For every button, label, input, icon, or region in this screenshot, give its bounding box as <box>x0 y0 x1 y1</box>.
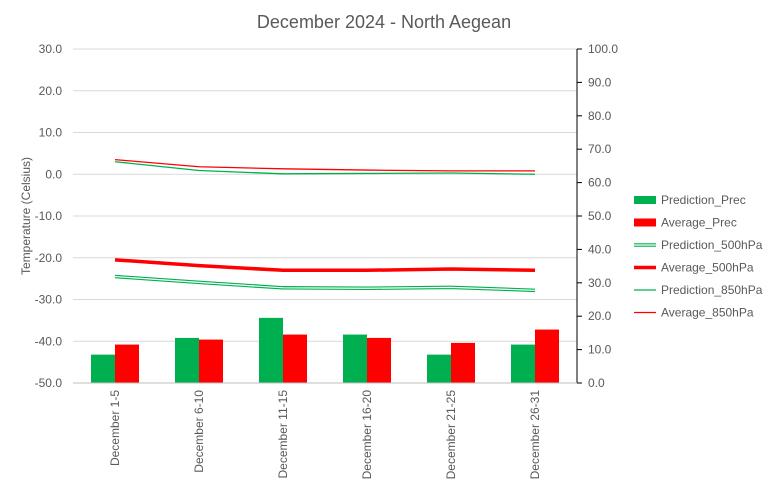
bar-average-prec <box>451 342 475 383</box>
y2-tick-label: 90.0 <box>588 75 612 89</box>
y2-tick-label: 40.0 <box>588 242 612 256</box>
bar-prediction-prec <box>175 337 199 383</box>
y-tick-label: -30.0 <box>35 293 63 307</box>
y-tick-label: -10.0 <box>35 209 63 223</box>
legend-label: Prediction_500hPa <box>661 238 763 252</box>
gridlines <box>73 48 577 384</box>
x-tick-label: December 6-10 <box>192 390 206 473</box>
legend: Prediction_Prec Average_Prec Prediction_50… <box>634 193 763 320</box>
y-tick-label: -20.0 <box>35 251 63 265</box>
line-prediction-500hpa-inner <box>114 275 536 291</box>
bar-prediction-prec <box>511 344 535 383</box>
bar-average-prec <box>199 339 223 383</box>
bar-average-prec <box>535 329 559 383</box>
x-tick-label: December 11-15 <box>276 390 290 479</box>
bars <box>91 317 559 383</box>
y2-tick-label: 30.0 <box>588 276 612 290</box>
bar-prediction-prec <box>427 354 451 383</box>
y-tick-label: -50.0 <box>35 376 63 390</box>
lines <box>114 158 536 293</box>
bar-average-prec <box>367 337 391 383</box>
y-tick-label: 30.0 <box>39 42 63 56</box>
y2-tick-label: 60.0 <box>588 176 612 190</box>
legend-label: Average_500hPa <box>661 261 754 275</box>
legend-label: Prediction_850hPa <box>661 283 763 297</box>
y2-tick-label: 100.0 <box>588 42 618 56</box>
legend-label: Average_850hPa <box>661 306 754 320</box>
y-tick-label: 10.0 <box>39 126 63 140</box>
legend-label: Prediction_Prec <box>661 193 746 207</box>
line-prediction-850hpa <box>114 161 536 175</box>
legend-swatch-average-prec <box>634 218 656 227</box>
x-tick-label: December 1-5 <box>108 390 122 466</box>
y2-tick-label: 0.0 <box>588 376 605 390</box>
line-average-850hpa <box>114 158 535 172</box>
chart-title: December 2024 - North Aegean <box>257 12 511 32</box>
y-axis-label: Temperature (Celsius) <box>19 157 33 275</box>
y-tick-label: 0.0 <box>45 167 62 181</box>
axes: 30.0 20.0 10.0 0.0 -10.0 -20.0 -30.0 -40.0 -50.0… <box>35 42 619 479</box>
y2-tick-label: 50.0 <box>588 209 612 223</box>
y2-tick-label: 80.0 <box>588 109 612 123</box>
legend-label: Average_Prec <box>661 216 737 230</box>
x-tick-label: December 26-31 <box>528 390 542 480</box>
legend-swatch-prediction-prec <box>634 196 656 204</box>
bar-average-prec <box>283 334 307 383</box>
x-tick-label: December 16-20 <box>360 390 374 480</box>
bar-prediction-prec <box>259 317 283 383</box>
y-tick-label: -40.0 <box>35 334 63 348</box>
x-tick-label: December 21-25 <box>444 390 458 480</box>
y2-tick-label: 10.0 <box>588 343 612 357</box>
y2-tick-label: 20.0 <box>588 309 612 323</box>
bar-prediction-prec <box>343 334 367 383</box>
line-average-500hpa <box>114 258 536 273</box>
y2-tick-label: 70.0 <box>588 142 612 156</box>
y-tick-label: 20.0 <box>39 84 63 98</box>
bar-average-prec <box>115 344 139 383</box>
bar-prediction-prec <box>91 354 115 383</box>
